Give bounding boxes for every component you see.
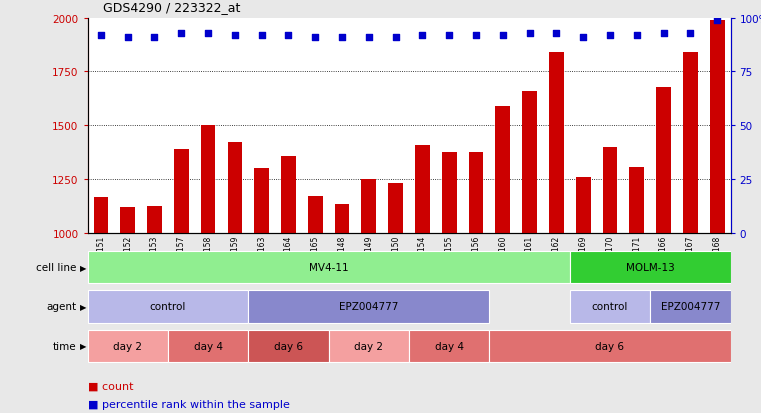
Point	[363, 35, 375, 41]
Bar	[254, 169, 269, 413]
Point	[95, 33, 107, 39]
Text: control: control	[150, 301, 186, 312]
Text: MV4-11: MV4-11	[309, 262, 349, 273]
Bar	[147, 206, 162, 413]
Bar	[308, 197, 323, 413]
Bar	[88, 290, 248, 323]
Text: ▶: ▶	[80, 342, 87, 350]
Point	[550, 30, 562, 37]
Bar	[228, 143, 242, 413]
Text: GDS4290 / 223322_at: GDS4290 / 223322_at	[103, 2, 240, 14]
Point	[631, 33, 643, 39]
Bar	[88, 330, 168, 362]
Point	[416, 33, 428, 39]
Point	[658, 30, 670, 37]
Point	[604, 33, 616, 39]
Text: control: control	[592, 301, 628, 312]
Bar	[570, 251, 731, 284]
Text: day 6: day 6	[274, 341, 303, 351]
Bar	[409, 330, 489, 362]
Bar	[168, 330, 248, 362]
Text: ■ count: ■ count	[88, 380, 133, 390]
Point	[202, 30, 214, 37]
Text: day 6: day 6	[596, 341, 625, 351]
Bar	[120, 208, 135, 413]
Bar	[576, 178, 591, 413]
Bar	[549, 53, 564, 413]
Point	[443, 33, 455, 39]
Bar	[489, 330, 731, 362]
Text: ■ percentile rank within the sample: ■ percentile rank within the sample	[88, 399, 289, 409]
Bar	[650, 290, 731, 323]
Point	[309, 35, 321, 41]
Text: time: time	[53, 341, 76, 351]
Text: day 2: day 2	[113, 341, 142, 351]
Bar	[603, 147, 617, 413]
Bar	[335, 204, 349, 413]
Text: day 4: day 4	[435, 341, 463, 351]
Bar	[683, 53, 698, 413]
Bar	[281, 157, 296, 413]
Text: day 2: day 2	[355, 341, 384, 351]
Point	[390, 35, 402, 41]
Bar	[361, 180, 376, 413]
Point	[122, 35, 134, 41]
Bar	[570, 290, 650, 323]
Bar	[201, 126, 215, 413]
Bar	[522, 92, 537, 413]
Point	[256, 33, 268, 39]
Point	[684, 30, 696, 37]
Bar	[94, 198, 108, 413]
Bar	[248, 290, 489, 323]
Bar	[495, 107, 510, 413]
Bar	[248, 330, 329, 362]
Text: cell line: cell line	[36, 262, 76, 273]
Text: EPZ004777: EPZ004777	[661, 301, 720, 312]
Text: EPZ004777: EPZ004777	[339, 301, 399, 312]
Point	[175, 30, 187, 37]
Point	[470, 33, 482, 39]
Bar	[329, 330, 409, 362]
Point	[282, 33, 295, 39]
Point	[524, 30, 536, 37]
Point	[577, 35, 589, 41]
Bar	[710, 21, 724, 413]
Point	[148, 35, 161, 41]
Bar	[442, 153, 457, 413]
Bar	[174, 150, 189, 413]
Text: day 4: day 4	[193, 341, 222, 351]
Bar	[629, 168, 644, 413]
Text: ▶: ▶	[80, 263, 87, 272]
Bar	[415, 145, 430, 413]
Point	[336, 35, 348, 41]
Bar	[469, 153, 483, 413]
Text: ▶: ▶	[80, 302, 87, 311]
Bar	[88, 251, 570, 284]
Bar	[656, 87, 671, 413]
Bar	[388, 184, 403, 413]
Text: agent: agent	[46, 301, 76, 312]
Text: MOLM-13: MOLM-13	[626, 262, 674, 273]
Point	[229, 33, 241, 39]
Point	[497, 33, 509, 39]
Point	[711, 17, 723, 24]
